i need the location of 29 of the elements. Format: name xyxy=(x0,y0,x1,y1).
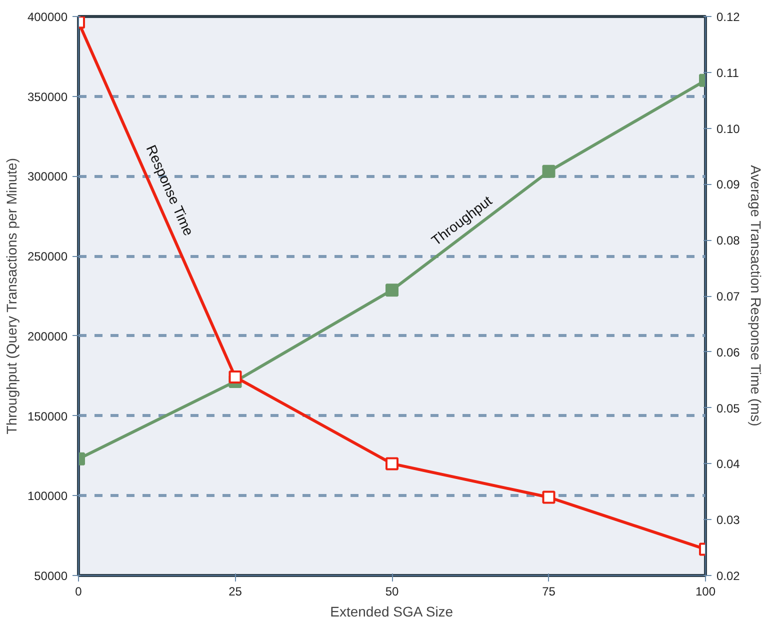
y-tick-label: 350000 xyxy=(27,90,68,104)
y2-tick-label: 0.11 xyxy=(716,66,740,80)
point xyxy=(386,457,398,470)
y-tick-label: 150000 xyxy=(27,409,68,424)
y-tick-label: 250000 xyxy=(27,250,68,264)
y-tick-label: 50000 xyxy=(34,569,68,583)
y-tick-label: 100000 xyxy=(27,489,68,504)
y2-axis-title: Average Transaction Response Time (ms) xyxy=(748,165,764,426)
y2-tick-label: 0.07 xyxy=(716,290,740,304)
y-axis-title: Throughput (Query Transactions per Minute) xyxy=(3,158,20,434)
y2-tick-label: 0.12 xyxy=(716,10,740,24)
y2-tick-label: 0.03 xyxy=(716,513,740,528)
point xyxy=(386,284,398,297)
y2-tick-label: 0.10 xyxy=(716,122,740,136)
x-axis-title: Extended SGA Size xyxy=(330,604,454,620)
x-tick-label: 25 xyxy=(228,584,242,598)
y2-tick-label: 0.02 xyxy=(716,569,740,583)
y-tick-label: 400000 xyxy=(27,10,68,24)
y2-tick-label: 0.05 xyxy=(716,401,740,416)
x-tick-label: 100 xyxy=(695,584,716,598)
y2-tick-label: 0.09 xyxy=(716,178,740,192)
y-tick-label: 200000 xyxy=(27,329,68,344)
x-tick-label: 0 xyxy=(75,584,82,598)
x-tick-label: 75 xyxy=(542,584,556,598)
y2-tick-label: 0.06 xyxy=(716,345,740,360)
x-tick-label: 50 xyxy=(385,584,399,598)
y-tick-label: 300000 xyxy=(27,170,68,184)
y2-tick-label: 0.08 xyxy=(716,234,740,248)
y2-tick-label: 0.04 xyxy=(716,457,740,472)
